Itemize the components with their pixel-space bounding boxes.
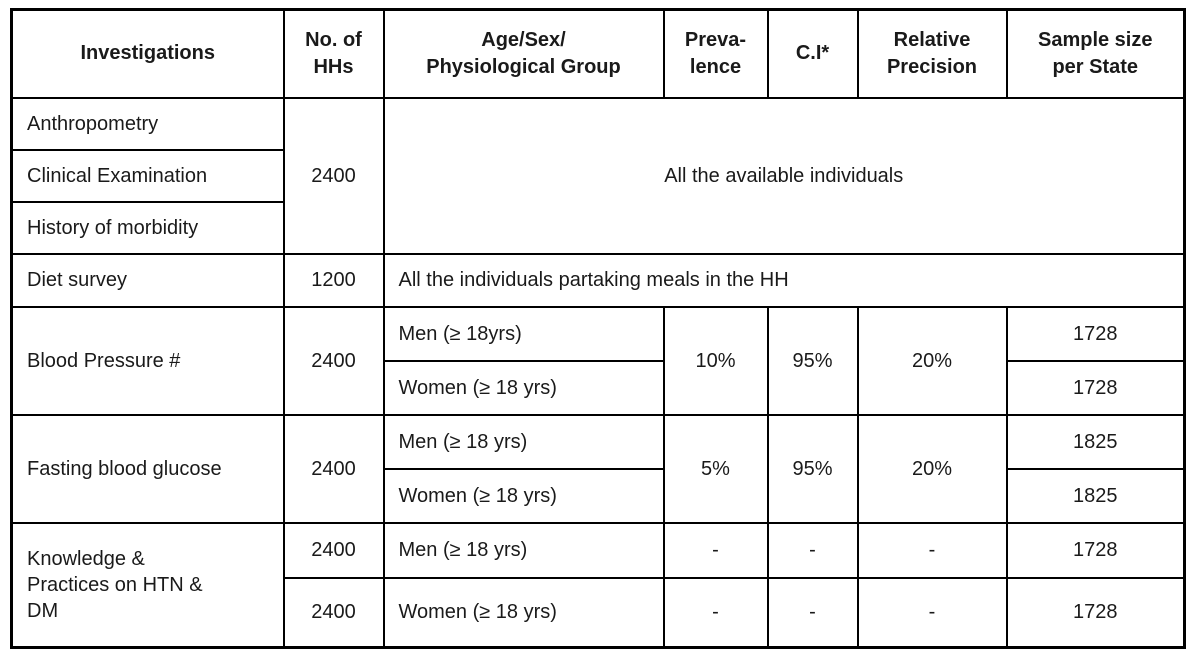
cell-bp-group-women: Women (≥ 18 yrs) (382, 359, 665, 416)
cell-bp-ci: 95% (766, 305, 859, 416)
header-investigations: Investigations (10, 8, 285, 99)
header-ci: C.I* (766, 8, 859, 99)
row-blood-pressure-women: Women (≥ 18 yrs) 1728 (12, 359, 1186, 416)
cell-investigation-history-of-morbidity: History of morbidity (10, 200, 285, 255)
row-blood-pressure-men: Blood Pressure # 2400 Men (≥ 18yrs) 10% … (10, 305, 1186, 416)
cell-investigation-clinical-examination: Clinical Examination (10, 148, 285, 203)
cell-kp-hhs-women: 2400 (282, 576, 385, 649)
row-knowledge-practices-men: Knowledge & Practices on HTN & DM 2400 M… (10, 521, 1186, 649)
cell-fbg-prevalence: 5% (662, 413, 769, 524)
cell-kp-prevalence-men: - (662, 521, 769, 579)
cell-kp-ci-women: - (766, 576, 859, 649)
cell-fbg-hhs: 2400 (282, 413, 385, 524)
cell-kp-hhs-men: 2400 (282, 521, 385, 579)
cell-kp-ci-men: - (766, 521, 859, 579)
cell-investigation-fasting-blood-glucose: Fasting blood glucose (10, 413, 285, 524)
cell-kp-sample-men: 1728 (1005, 521, 1186, 579)
header-no-of-hhs: No. of HHs (282, 8, 385, 99)
cell-investigation-diet-survey: Diet survey (10, 252, 285, 308)
table-header-row: Investigations No. of HHs Age/Sex/ Physi… (10, 8, 1186, 99)
cell-investigation-anthropometry: Anthropometry (10, 96, 285, 151)
header-sample-size: Sample size per State (1005, 8, 1186, 99)
cell-diet-hhs: 1200 (282, 252, 385, 308)
cell-kp-prevalence-women: - (662, 576, 769, 649)
cell-kp-group-women: Women (≥ 18 yrs) (382, 576, 665, 649)
cell-kp-group-men: Men (≥ 18 yrs) (382, 521, 665, 579)
cell-anthro-section-note: All the available individuals (382, 96, 1186, 255)
cell-fbg-sample-men: 1825 (1005, 413, 1186, 470)
row-history-of-morbidity: History of morbidity (10, 200, 1185, 255)
header-age-sex-group: Age/Sex/ Physiological Group (382, 8, 665, 99)
cell-investigation-blood-pressure: Blood Pressure # (10, 305, 285, 416)
cell-kp-relative-precision-men: - (856, 521, 1008, 579)
cell-diet-note: All the individuals partaking meals in t… (382, 252, 1186, 308)
cell-bp-sample-women: 1728 (1005, 359, 1186, 416)
cell-fbg-group-women: Women (≥ 18 yrs) (382, 467, 665, 524)
cell-bp-hhs: 2400 (282, 305, 385, 416)
row-clinical-examination: Clinical Examination (10, 148, 1185, 203)
cell-fbg-ci: 95% (766, 413, 859, 524)
cell-kp-sample-women: 1728 (1005, 576, 1186, 649)
row-knowledge-practices-women: 2400 Women (≥ 18 yrs) - - - 1728 (12, 576, 1186, 649)
cell-anthro-section-hhs: 2400 (282, 96, 385, 255)
cell-fbg-sample-women: 1825 (1005, 467, 1186, 524)
cell-bp-sample-men: 1728 (1005, 305, 1186, 362)
header-relative-precision: Relative Precision (856, 8, 1008, 99)
cell-bp-group-men: Men (≥ 18yrs) (382, 305, 665, 362)
cell-fbg-group-men: Men (≥ 18 yrs) (382, 413, 665, 470)
row-diet-survey: Diet survey 1200 All the individuals par… (10, 252, 1186, 308)
cell-fbg-relative-precision: 20% (856, 413, 1008, 524)
row-fasting-glucose-men: Fasting blood glucose 2400 Men (≥ 18 yrs… (10, 413, 1186, 524)
row-anthropometry: Anthropometry 2400 All the available ind… (10, 96, 1186, 255)
cell-kp-relative-precision-women: - (856, 576, 1008, 649)
cell-bp-prevalence: 10% (662, 305, 769, 416)
row-fasting-glucose-women: Women (≥ 18 yrs) 1825 (12, 467, 1186, 524)
cell-investigation-knowledge-practices: Knowledge & Practices on HTN & DM (10, 521, 285, 649)
cell-bp-relative-precision: 20% (856, 305, 1008, 416)
sampling-design-table: Investigations No. of HHs Age/Sex/ Physi… (10, 8, 1186, 649)
header-prevalence: Preva- lence (662, 8, 769, 99)
